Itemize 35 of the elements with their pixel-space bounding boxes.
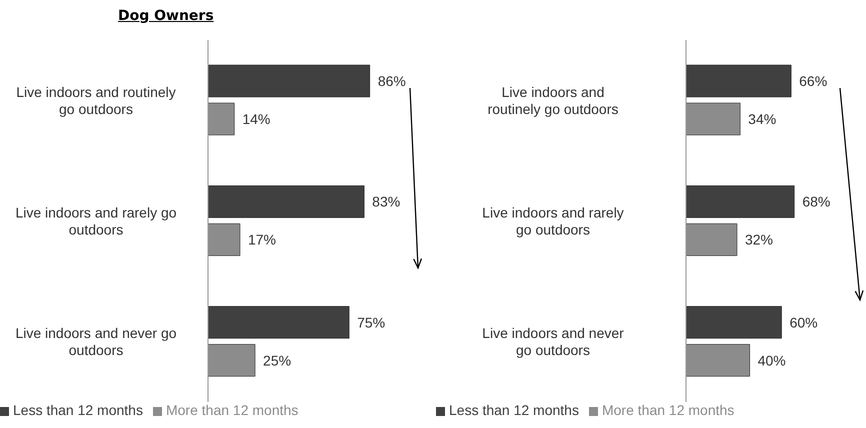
data-label: 34% <box>748 111 776 127</box>
data-label: 25% <box>263 352 292 368</box>
legend-label: More than 12 months <box>602 402 734 418</box>
y-tick-label: Live indoors and never go outdoors <box>482 325 624 358</box>
bar <box>208 223 240 256</box>
data-label: 17% <box>248 232 276 248</box>
bar <box>686 185 795 218</box>
bar <box>686 344 750 377</box>
bar <box>686 102 740 136</box>
data-label: 68% <box>802 194 830 210</box>
bar <box>208 185 364 218</box>
data-label: 66% <box>799 73 828 89</box>
data-label: 83% <box>372 194 400 210</box>
y-tick-label: Live indoors and routinely go outdoors <box>488 84 618 117</box>
bar <box>208 306 350 339</box>
y-tick-label: Live indoors and rarely go outdoors <box>15 204 177 238</box>
bar <box>686 306 782 339</box>
data-label: 32% <box>744 232 774 248</box>
bar <box>208 64 370 98</box>
y-tick-label: Live indoors and routinely go outdoors <box>16 84 176 117</box>
data-label: 40% <box>758 352 786 368</box>
bar <box>208 344 256 377</box>
bar <box>208 102 235 136</box>
legend-label: More than 12 months <box>166 402 298 418</box>
y-tick-label: Live indoors and never go outdoors <box>15 325 177 358</box>
bar <box>686 223 738 256</box>
bar <box>686 64 792 98</box>
legend-label: Less than 12 months <box>13 402 143 418</box>
data-label: 60% <box>790 314 818 330</box>
data-label: 86% <box>378 73 406 89</box>
data-label: 14% <box>242 111 270 127</box>
chart-title: Dog Owners <box>117 7 215 26</box>
y-tick-label: Live indoors and rarely go outdoors <box>482 204 624 238</box>
legend-label: Less than 12 months <box>449 402 579 418</box>
data-label: 75% <box>357 314 386 330</box>
